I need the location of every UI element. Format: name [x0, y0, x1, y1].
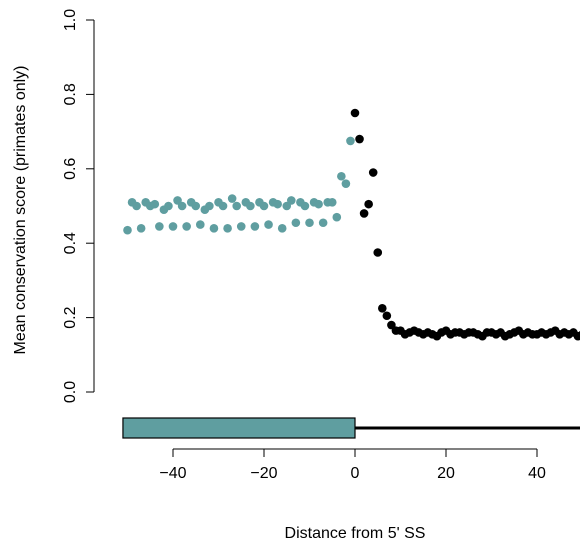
data-point [236, 222, 246, 231]
data-point [182, 222, 191, 231]
data-point [177, 201, 187, 211]
data-point [205, 201, 214, 211]
data-point [136, 224, 146, 233]
data-point [264, 220, 273, 229]
data-point [123, 225, 132, 235]
y-axis-title: Mean conservation score (primates only) [12, 65, 29, 354]
data-point [250, 222, 260, 231]
data-point [346, 136, 355, 146]
data-point [150, 199, 160, 209]
data-point [368, 168, 378, 177]
data-point [382, 311, 392, 321]
y-axis: 0.0 0.2 0.4 0.6 0.8 1.0 [62, 9, 95, 403]
data-point [155, 222, 164, 231]
data-point [359, 209, 369, 218]
y-tick-label: 0.0 [62, 381, 79, 403]
y-tick-label: 0.4 [62, 232, 79, 254]
data-point [132, 201, 141, 211]
x-axis: −40 −20 0 20 40 [159, 448, 546, 482]
data-point [246, 201, 255, 211]
data-point [305, 218, 314, 228]
x-tick-label: −40 [159, 465, 186, 482]
data-point [259, 201, 269, 211]
data-points [123, 108, 580, 341]
data-point [327, 197, 337, 207]
y-tick-label: 0.8 [62, 83, 79, 105]
x-tick-label: 0 [351, 465, 360, 482]
exon-box [122, 417, 356, 439]
data-point [364, 199, 373, 209]
data-point [277, 224, 287, 233]
x-tick-label: −20 [250, 465, 277, 482]
gene-model [122, 417, 580, 439]
data-point [209, 224, 219, 233]
data-point [314, 199, 323, 209]
x-axis-title: Distance from 5' SS [285, 525, 426, 542]
data-point [332, 212, 342, 222]
data-point [223, 224, 232, 233]
data-point [287, 196, 296, 205]
data-point [341, 179, 351, 188]
data-point [168, 222, 178, 231]
data-point [218, 201, 228, 211]
y-tick-label: 0.6 [62, 158, 79, 180]
data-point [300, 201, 310, 211]
data-point [227, 194, 237, 203]
data-point [350, 108, 360, 118]
data-point [164, 201, 173, 211]
data-point [373, 248, 383, 257]
y-tick-label: 0.2 [62, 306, 79, 328]
data-point [378, 304, 387, 313]
data-point [273, 199, 282, 209]
x-tick-label: 20 [437, 465, 455, 482]
data-point [291, 218, 301, 228]
data-point [355, 134, 364, 144]
data-point [318, 218, 328, 228]
x-tick-label: 40 [528, 465, 546, 482]
y-tick-label: 1.0 [62, 9, 79, 31]
data-point [191, 201, 201, 211]
data-point [196, 220, 205, 229]
data-point [232, 201, 241, 211]
data-point [337, 171, 346, 181]
